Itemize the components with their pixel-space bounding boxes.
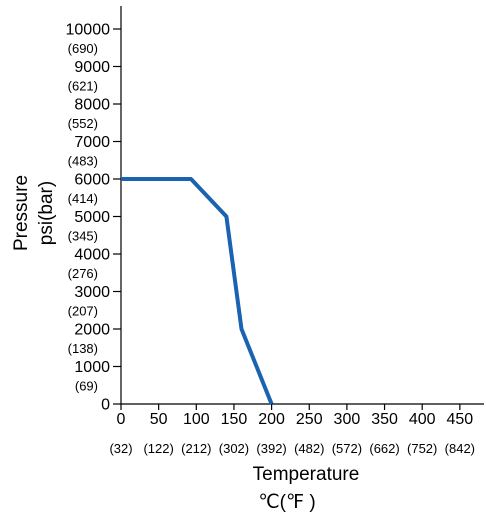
x-secondary-label: (212) — [181, 441, 211, 456]
x-tick-label: 0 — [117, 411, 126, 428]
y-tick-label: 7000 — [74, 134, 110, 151]
y-secondary-label: (345) — [68, 228, 98, 243]
x-tick-label: 150 — [221, 411, 248, 428]
y-secondary-label: (414) — [68, 191, 98, 206]
x-secondary-label: (302) — [219, 441, 249, 456]
x-secondary-label: (842) — [445, 441, 475, 456]
x-secondary-label: (482) — [294, 441, 324, 456]
x-tick-label: 200 — [258, 411, 285, 428]
y-secondary-label: (621) — [68, 78, 98, 93]
y-axis: 0 1000 2000 3000 4000 5000 6000 7000 8000 9000 100… — [66, 6, 122, 414]
y-tick-label: 3000 — [74, 284, 110, 301]
y-tick-label: 8000 — [74, 97, 110, 114]
y-tick-label: 9000 — [74, 59, 110, 76]
x-tick-label: 450 — [446, 411, 473, 428]
x-tick-label: 300 — [334, 411, 361, 428]
y-tick-label: 6000 — [74, 172, 110, 189]
x-axis-unit: ℃(℉ ) — [258, 492, 315, 513]
y-secondary-label: (276) — [68, 266, 98, 281]
y-secondary-label: (552) — [68, 116, 98, 131]
y-tick-label: 10000 — [66, 22, 111, 39]
x-tick-label: 400 — [409, 411, 436, 428]
y-tick-label: 1000 — [74, 359, 110, 376]
y-axis-title: Pressure — [11, 175, 32, 251]
x-secondary-label: (32) — [109, 441, 132, 456]
x-secondary-label: (572) — [332, 441, 362, 456]
series-group — [120, 177, 274, 405]
y-axis-unit: psi(bar) — [36, 181, 57, 245]
x-tick-label: 100 — [183, 411, 210, 428]
x-secondary-label: (662) — [369, 441, 399, 456]
x-tick-label: 250 — [296, 411, 323, 428]
x-secondary-label: (122) — [143, 441, 173, 456]
x-secondary-label: (392) — [256, 441, 286, 456]
y-secondary-label: (69) — [75, 378, 98, 393]
x-tick-label: 350 — [371, 411, 398, 428]
x-tick-label: 50 — [150, 411, 168, 428]
y-tick-label: 5000 — [74, 209, 110, 226]
y-secondary-label: (483) — [68, 153, 98, 168]
x-secondary-label: (752) — [407, 441, 437, 456]
y-tick-label: 0 — [101, 397, 110, 414]
y-secondary-label: (138) — [68, 341, 98, 356]
y-secondary-label: (690) — [68, 41, 98, 56]
y-tick-label: 4000 — [74, 247, 110, 264]
y-tick-label: 2000 — [74, 322, 110, 339]
y-secondary-label: (207) — [68, 303, 98, 318]
series-line — [121, 177, 274, 405]
x-axis: 0 (32) 50 (122) 100 (212) 150 (302) 200 (392) 250 (… — [109, 403, 484, 456]
x-axis-title: Temperature — [253, 464, 360, 485]
